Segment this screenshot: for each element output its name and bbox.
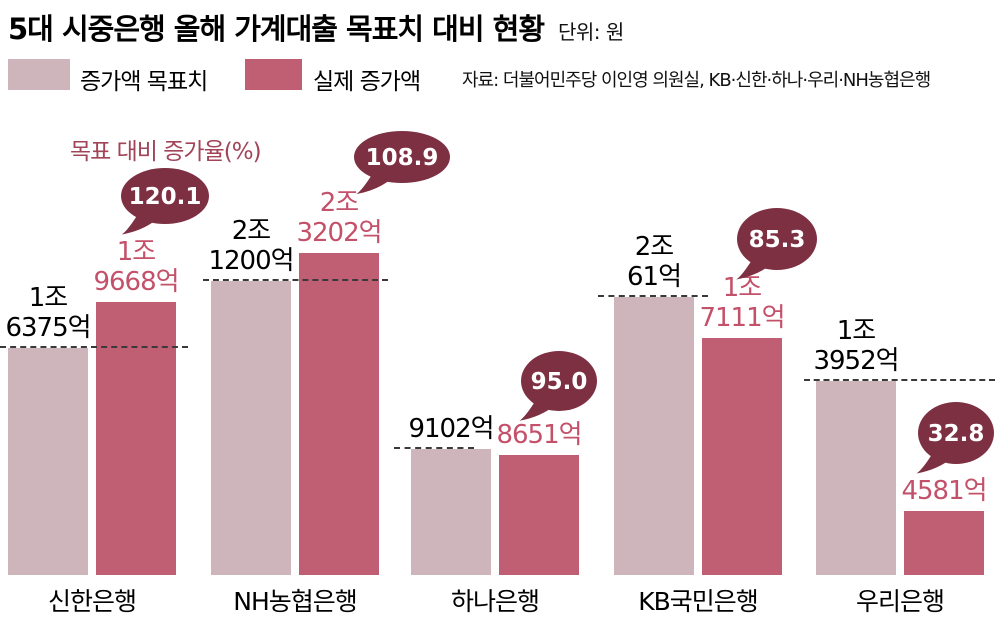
target-reference-dash-line — [804, 379, 995, 381]
target-bar — [8, 348, 88, 575]
actual-value-label: 8651억 — [496, 420, 582, 450]
rate-value: 32.8 — [928, 421, 985, 447]
rate-value: 108.9 — [366, 145, 439, 171]
legend-label-actual: 실제 증가액 — [313, 69, 421, 95]
rate-speech-bubble: 120.1 — [121, 168, 209, 235]
actual-bar — [499, 455, 579, 575]
actual-bar — [96, 302, 176, 575]
unit-label: 단위: 원 — [558, 20, 624, 44]
category-label-4: 우리은행 — [855, 587, 945, 616]
page-title: 5대 시중은행 올해 가계대출 목표치 대비 현황 — [8, 12, 545, 46]
target-value-label: 1조 3952억 — [813, 316, 899, 376]
rate-annotation: 목표 대비 증가율(%) — [70, 139, 262, 165]
target-value-label: 2조 1200억 — [208, 216, 294, 276]
actual-bar — [702, 338, 782, 575]
rate-speech-bubble: 108.9 — [354, 131, 450, 195]
actual-bar — [299, 253, 379, 575]
actual-bar — [904, 511, 984, 575]
source-credit: 자료: 더불어민주당 이인영 의원실, KB·신한·하나·우리·NH농협은행 — [462, 70, 931, 91]
rate-speech-bubble: 85.3 — [736, 208, 817, 280]
target-value-label: 9102억 — [408, 414, 494, 444]
rate-value: 95.0 — [531, 369, 588, 395]
target-reference-dash-line — [598, 295, 708, 297]
legend-swatch-target — [8, 59, 70, 90]
actual-value-label: 2조 3202억 — [296, 188, 382, 248]
rate-value: 120.1 — [129, 184, 202, 210]
category-label-3: KB국민은행 — [638, 587, 759, 616]
target-bar — [411, 449, 491, 575]
target-bar — [614, 297, 694, 575]
rate-speech-bubble: 32.8 — [916, 402, 994, 474]
target-reference-dash-line — [203, 279, 388, 281]
target-value-label: 1조 6375억 — [5, 283, 91, 343]
category-label-1: NH농협은행 — [233, 587, 358, 616]
legend-label-target: 증가액 목표치 — [80, 69, 208, 95]
target-reference-dash-line — [394, 447, 474, 449]
category-label-0: 신한은행 — [47, 587, 137, 616]
target-bar — [816, 381, 896, 575]
target-bar — [211, 281, 291, 575]
target-value-label: 2조 61억 — [626, 232, 682, 292]
actual-value-label: 4581억 — [901, 476, 987, 506]
title-row: 5대 시중은행 올해 가계대출 목표치 대비 현황 단위: 원 — [8, 6, 624, 48]
category-label-2: 하나은행 — [450, 587, 540, 616]
rate-speech-bubble: 95.0 — [519, 351, 597, 421]
legend-swatch-actual — [245, 59, 302, 90]
target-reference-dash-line — [0, 346, 188, 348]
actual-value-label: 1조 9668억 — [93, 237, 179, 297]
rate-value: 85.3 — [749, 227, 806, 253]
